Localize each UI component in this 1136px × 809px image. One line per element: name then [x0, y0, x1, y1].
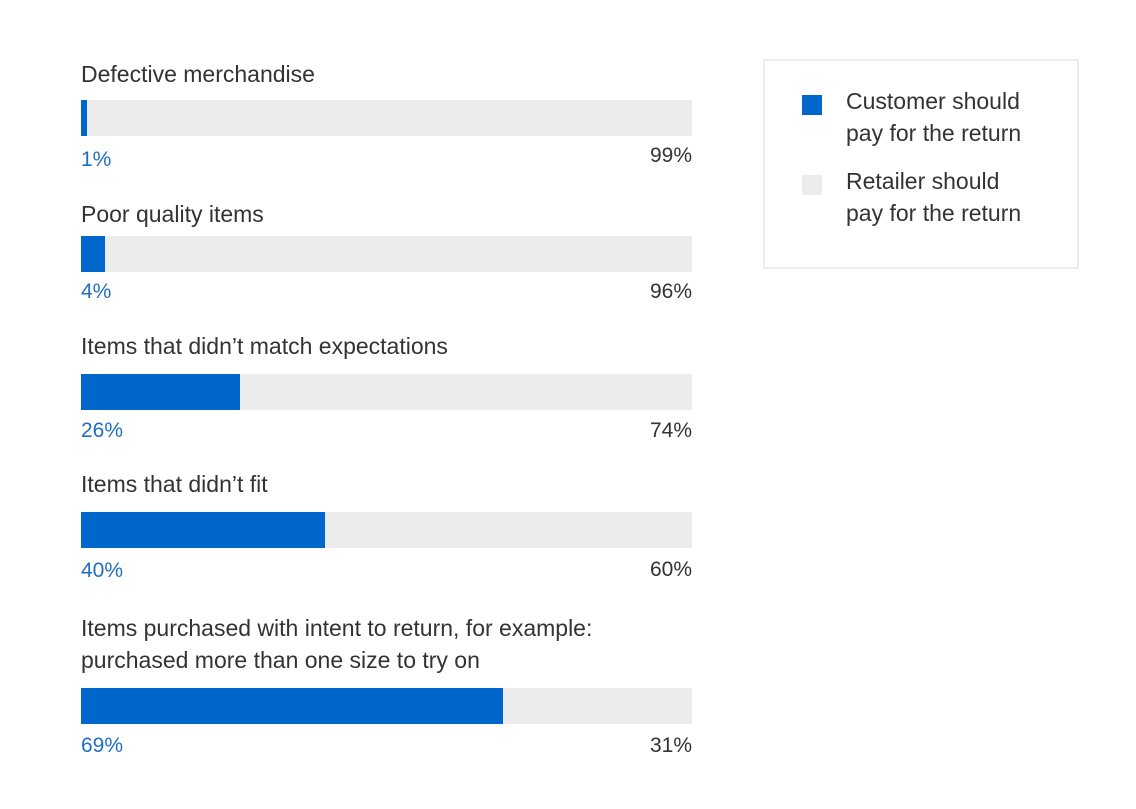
legend-swatch-retailer	[802, 175, 822, 195]
chart-legend: Customer should pay for the return Retai…	[763, 59, 1079, 269]
bar-track	[81, 688, 692, 724]
customer-value-label: 69%	[81, 734, 124, 757]
category-label: Poor quality items	[81, 201, 264, 227]
legend-label-retailer: Retailer should pay for the return	[846, 168, 1022, 226]
legend-label-customer: Customer should pay for the return	[846, 88, 1022, 146]
bar-track	[81, 374, 692, 410]
retailer-value-label: 96%	[649, 280, 692, 303]
bar-track	[81, 512, 692, 548]
retailer-value-label: 60%	[649, 558, 692, 581]
retailer-value-label: 99%	[649, 144, 692, 167]
legend-swatch-customer	[802, 95, 822, 115]
customer-value-label: 26%	[81, 419, 124, 442]
retailer-value-label: 74%	[649, 419, 692, 442]
customer-bar	[81, 688, 503, 724]
customer-value-label: 4%	[81, 280, 112, 303]
category-label: Items purchased with intent to return, f…	[81, 615, 593, 673]
bar-track	[81, 236, 692, 272]
category-label: Items that didn’t fit	[81, 471, 268, 497]
customer-value-label: 1%	[81, 148, 112, 171]
customer-value-label: 40%	[81, 559, 124, 582]
customer-bar	[81, 374, 240, 410]
category-label: Items that didn’t match expectations	[81, 333, 448, 359]
customer-bar	[81, 512, 326, 548]
bar-track	[81, 100, 692, 136]
retailer-value-label: 31%	[649, 734, 692, 757]
stacked-bar-chart: Defective merchandise 1% 99% Poor qualit…	[81, 61, 692, 757]
customer-bar	[81, 100, 88, 136]
category-label: Defective merchandise	[81, 61, 315, 87]
customer-bar	[81, 236, 106, 272]
